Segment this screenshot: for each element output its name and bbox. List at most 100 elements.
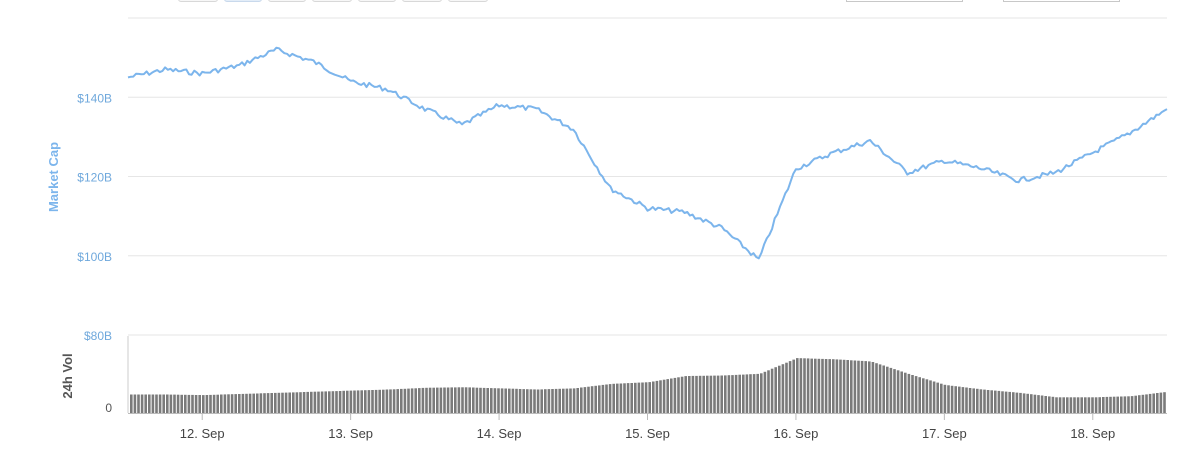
volume-bar bbox=[353, 390, 356, 413]
volume-bar bbox=[936, 382, 939, 413]
volume-bar bbox=[745, 374, 749, 413]
volume-bar bbox=[990, 390, 993, 413]
volume-bar bbox=[191, 394, 194, 413]
volume-bar bbox=[1116, 396, 1119, 413]
y-tick-label-volume: 0 bbox=[105, 401, 112, 415]
volume-bar bbox=[680, 376, 684, 413]
volume-bar bbox=[209, 394, 212, 413]
market-cap-line bbox=[127, 46, 1168, 260]
volume-bar bbox=[580, 387, 583, 413]
volume-bar bbox=[576, 388, 579, 413]
volume-bar bbox=[662, 379, 666, 413]
volume-bar bbox=[468, 387, 471, 413]
volume-bar bbox=[832, 359, 835, 413]
volume-bar bbox=[1019, 392, 1022, 413]
volume-bar bbox=[526, 389, 529, 413]
volume-bar bbox=[382, 389, 385, 413]
volume-bar bbox=[511, 388, 515, 413]
chart-toolbar bbox=[0, 0, 1200, 4]
volume-bar bbox=[878, 364, 882, 413]
volume-bar bbox=[342, 390, 345, 413]
volume-bar bbox=[428, 387, 432, 413]
volume-bar bbox=[994, 390, 997, 413]
x-tick-label: 15. Sep bbox=[625, 426, 670, 441]
volume-bar bbox=[234, 394, 237, 413]
volume-bar bbox=[331, 391, 335, 413]
volume-bar bbox=[634, 382, 637, 413]
volume-bar bbox=[803, 358, 806, 413]
volume-bar bbox=[652, 381, 655, 413]
volume-bar bbox=[601, 384, 605, 413]
volume-bar bbox=[630, 383, 633, 413]
volume-bar bbox=[544, 389, 547, 413]
volume-bar bbox=[558, 388, 561, 413]
x-tick-label: 14. Sep bbox=[477, 426, 522, 441]
y-tick-label: $80B bbox=[84, 329, 112, 343]
date-to-input[interactable] bbox=[1003, 0, 1120, 2]
volume-bar bbox=[767, 370, 770, 413]
volume-bar bbox=[173, 394, 176, 413]
volume-bar bbox=[310, 391, 313, 413]
volume-bar bbox=[162, 394, 165, 413]
volume-bar bbox=[868, 361, 871, 413]
volume-bar bbox=[983, 389, 986, 413]
volume-bar bbox=[1076, 397, 1080, 413]
volume-bar bbox=[828, 359, 831, 413]
date-from-input[interactable] bbox=[846, 0, 963, 2]
volume-bar bbox=[792, 359, 795, 413]
volume-bar bbox=[338, 391, 342, 413]
volume-bar bbox=[324, 391, 327, 413]
volume-bar bbox=[1055, 397, 1058, 413]
x-tick-label: 12. Sep bbox=[180, 426, 225, 441]
volume-bar bbox=[752, 374, 756, 413]
volume-bar bbox=[378, 389, 381, 413]
volume-bar bbox=[673, 377, 677, 413]
volume-bar bbox=[698, 375, 702, 413]
volume-bar bbox=[731, 375, 734, 413]
volume-bar bbox=[770, 368, 774, 413]
axes: $80B $100B $120B $140B 0 12. Sep 13. Sep 14. Se… bbox=[77, 91, 1167, 441]
volume-bar bbox=[911, 375, 914, 413]
volume-bar bbox=[1098, 397, 1101, 413]
volume-bar bbox=[1069, 397, 1073, 413]
volume-bar bbox=[616, 383, 619, 413]
volume-bar bbox=[198, 395, 201, 413]
volume-bar bbox=[252, 393, 255, 413]
volume-bar bbox=[644, 382, 648, 413]
volume-bar bbox=[824, 359, 828, 413]
volume-bar bbox=[666, 379, 669, 413]
volume-bar bbox=[641, 382, 644, 413]
volume-bar bbox=[889, 367, 893, 413]
volume-bar bbox=[1062, 397, 1065, 413]
volume-bar bbox=[418, 388, 421, 413]
volume-bar bbox=[738, 374, 741, 413]
volume-bars bbox=[130, 358, 1166, 413]
volume-bar bbox=[598, 385, 601, 413]
volume-bar bbox=[670, 378, 673, 413]
volume-bar bbox=[918, 377, 921, 413]
volume-bar bbox=[1141, 394, 1145, 413]
volume-bar bbox=[904, 372, 907, 413]
volume-bar bbox=[972, 388, 975, 413]
volume-bar bbox=[266, 393, 270, 413]
volume-bar bbox=[608, 384, 612, 413]
volume-bar bbox=[976, 388, 979, 413]
volume-bar bbox=[1152, 393, 1155, 413]
volume-bar bbox=[238, 394, 241, 413]
x-tick-label: 16. Sep bbox=[774, 426, 819, 441]
volume-bar bbox=[464, 387, 468, 413]
volume-bar bbox=[932, 381, 936, 413]
volume-bar bbox=[1130, 396, 1134, 413]
volume-bar bbox=[392, 389, 396, 413]
volume-bar bbox=[788, 361, 792, 413]
volume-bar bbox=[587, 386, 590, 413]
x-tick-label: 18. Sep bbox=[1070, 426, 1115, 441]
volume-bar bbox=[346, 390, 349, 413]
volume-bar bbox=[590, 386, 594, 413]
volume-bar bbox=[734, 374, 738, 413]
volume-bar bbox=[810, 358, 813, 413]
volume-bar bbox=[716, 375, 720, 413]
volume-bar bbox=[871, 362, 875, 413]
volume-bar bbox=[799, 358, 803, 413]
